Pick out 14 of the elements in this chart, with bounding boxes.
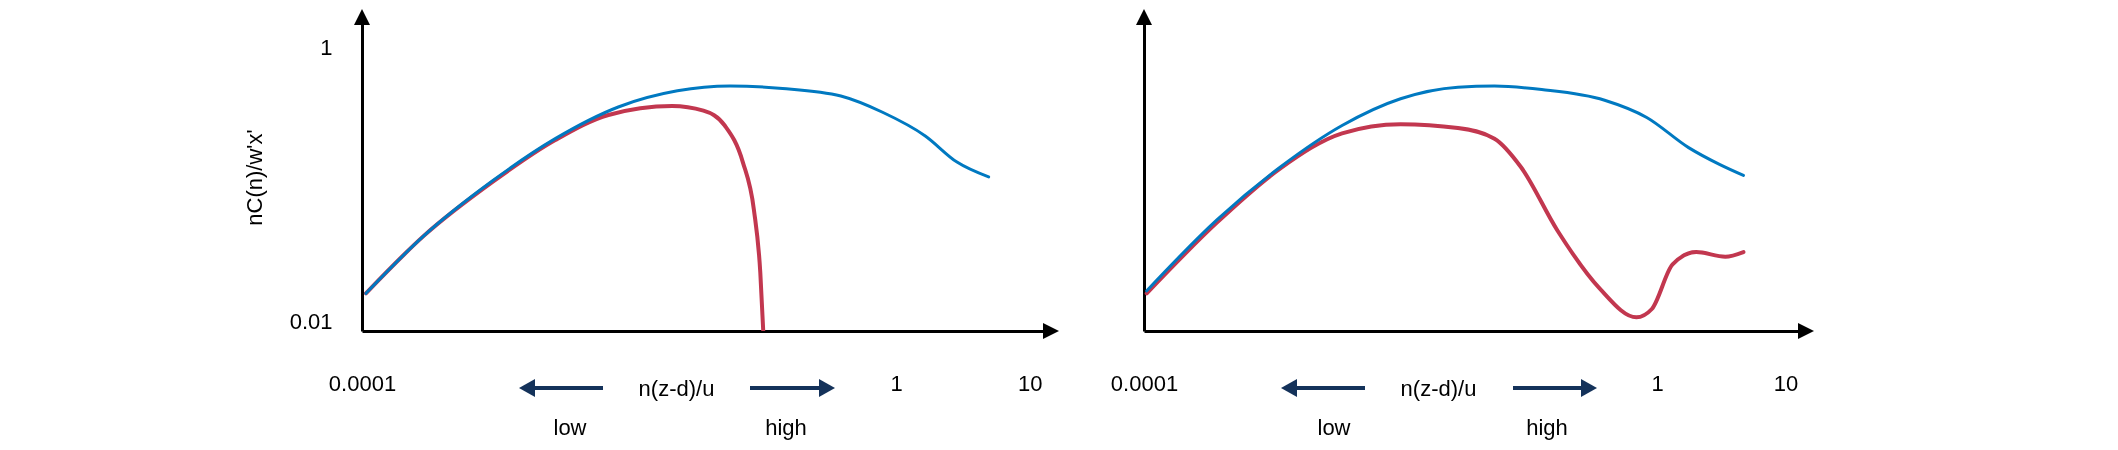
x-tick-label: 0.0001 — [1110, 370, 1179, 396]
x-tick-label: 10 — [1773, 370, 1799, 396]
text: high — [765, 415, 807, 440]
x-tick-label: 1 — [1651, 370, 1664, 396]
x-tick-label: 0.0001 — [328, 370, 397, 396]
text: low — [1317, 415, 1351, 440]
y-axis-title: nC(n)/w'x' — [241, 129, 267, 226]
x-axis-title: n(z-d)/u — [1400, 375, 1477, 401]
text: high — [1526, 415, 1568, 440]
x-tick-label: 10 — [1018, 370, 1043, 396]
x-axis-title: n(z-d)/u — [638, 375, 715, 401]
text: low — [553, 415, 587, 440]
x-tick-label: 1 — [890, 370, 903, 396]
y-tick-label: 0.01 — [289, 308, 333, 334]
